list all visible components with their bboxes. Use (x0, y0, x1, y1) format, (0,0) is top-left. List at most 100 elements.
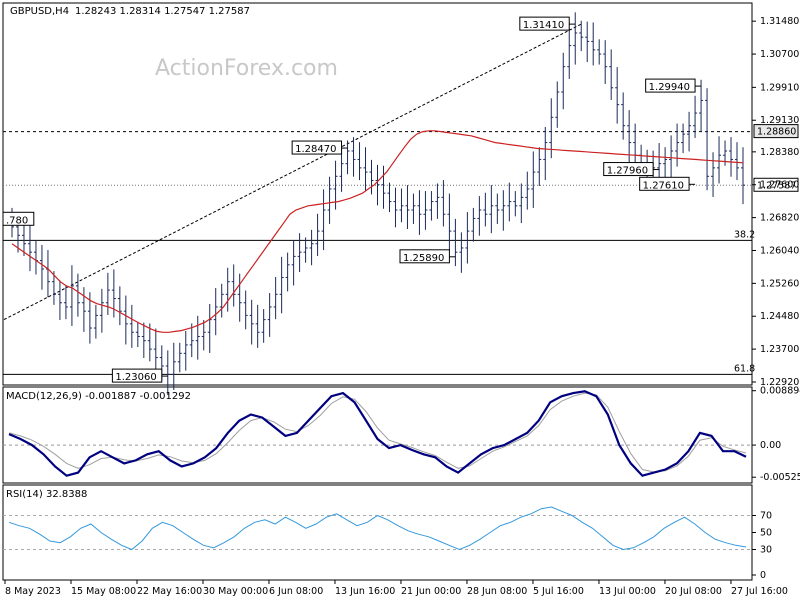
candle-bar (399, 188, 404, 223)
candle-bar (363, 147, 368, 192)
swing-box (111, 368, 163, 383)
candle-bar (663, 147, 668, 178)
swing-labels: 1.31410 1.29940 1.28470 1.27960 1.27610 1.258… (2, 16, 702, 383)
candle-bar (591, 22, 596, 66)
candle-bar (477, 196, 482, 236)
candle-bar (543, 126, 548, 181)
candle-bar (555, 81, 560, 128)
ohlc-label: 1.28243 1.28314 1.27547 1.27587 (75, 6, 250, 17)
swing-label: 1.28470 (295, 144, 336, 155)
candle-bar (261, 309, 266, 343)
candle-bar (141, 322, 146, 358)
candle-bar (411, 193, 416, 224)
swing-box (291, 140, 343, 155)
candle-bar (501, 190, 506, 231)
price-tick-label: 1.25260 (760, 278, 799, 289)
candle-bar (369, 159, 374, 195)
candle-bar (705, 88, 710, 191)
swing-point: 1.28470 (291, 140, 348, 155)
candle-bar (105, 272, 110, 315)
x-tick-label: 21 Jun 00:00 (401, 586, 461, 597)
candle-bar (189, 323, 194, 358)
candle-bar (357, 142, 362, 181)
price-tick-label: 1.22920 (760, 377, 799, 388)
candle-bar (519, 183, 524, 224)
candle-bar (309, 229, 314, 266)
candle-bar (495, 193, 500, 224)
x-tick-label: 13 Jul 00:00 (599, 586, 656, 597)
candle-bar (165, 350, 170, 396)
candle-bar (693, 95, 698, 138)
candle-bar (459, 232, 464, 273)
symbol-label: GBPUSD,H4 (10, 6, 69, 17)
candle-bar (249, 299, 254, 345)
x-tick-label: 22 May 16:00 (137, 586, 202, 597)
swing-label: 1.23060 (115, 372, 156, 383)
candle-bar (729, 137, 734, 177)
swing-label: 1.25890 (403, 253, 444, 264)
candle-bar (717, 136, 722, 184)
candle-bar (405, 185, 410, 229)
moving-average (11, 130, 744, 333)
candle-bar (315, 213, 320, 256)
swing-box (639, 176, 690, 191)
candle-bar (621, 92, 626, 140)
x-tick-label: 15 May 08:00 (71, 586, 136, 597)
candle-bar (243, 290, 248, 330)
candle-bar (177, 342, 182, 373)
x-tick-label: 30 May 00:00 (203, 586, 268, 597)
candle-bar (567, 28, 572, 79)
candle-bar (207, 304, 212, 353)
rsi-title: RSI(14) 32.8388 (6, 489, 87, 500)
x-axis-labels: 8 May 2023 15 May 08:00 22 May 16:00 30 May… (4, 580, 788, 597)
x-tick-label: 28 Jun 08:00 (467, 586, 527, 597)
macd-tick-label: 0.00 (760, 440, 781, 451)
candle-bar (27, 223, 32, 272)
candle-bar (57, 280, 62, 321)
candle-bar (429, 191, 434, 221)
trendline (3, 23, 582, 321)
candle-bar (183, 330, 188, 371)
swing-label: 1.31410 (523, 20, 564, 31)
candle-bar (81, 287, 86, 332)
rsi-tick-label: 70 (760, 511, 772, 522)
candle-bar (699, 79, 704, 133)
macd-tick-label: 0.008894 (760, 386, 800, 397)
candle-bar (597, 39, 602, 65)
candle-bar (417, 190, 422, 235)
candle-bar (351, 137, 356, 177)
candle-bar (303, 237, 308, 263)
candle-bar (267, 293, 272, 337)
swing-point: 1.27960 (603, 162, 660, 177)
macd-tick-label: -0.005252 (760, 472, 800, 483)
candle-bar (507, 182, 512, 222)
swing-point: 1.23060 (111, 368, 168, 383)
price-tag-label: 1.28860 (757, 127, 796, 138)
ema-line (11, 130, 744, 333)
candle-bar (297, 233, 302, 272)
swing-point: 1.31410 (519, 16, 576, 31)
candle-bar (537, 147, 542, 186)
candle-bar (609, 49, 614, 100)
price-tag-label: 1.27587 (757, 180, 796, 191)
macd-line (8, 390, 747, 477)
candle-bar (345, 140, 350, 175)
candle-bar (603, 40, 608, 84)
candle-bar (375, 164, 380, 206)
x-tick-label: 8 May 2023 (5, 586, 61, 597)
x-tick-label: 13 Jun 16:00 (335, 586, 395, 597)
candle-bar (45, 250, 50, 298)
candle-bar (681, 123, 686, 154)
candle-bar (585, 21, 590, 63)
fib-label: 61.8 (734, 363, 755, 374)
swing-label: 1.27610 (643, 180, 684, 191)
candle-bar (231, 264, 236, 307)
swing-box (519, 16, 570, 31)
price-tick-label: 1.26820 (760, 213, 799, 224)
candle-bar (75, 273, 80, 317)
macd-title: MACD(12,26,9) -0.001887 -0.001292 (6, 391, 191, 402)
price-tick-label: 1.24480 (760, 311, 799, 322)
panel-frame-2 (2, 484, 753, 581)
swing-box (2, 211, 35, 226)
